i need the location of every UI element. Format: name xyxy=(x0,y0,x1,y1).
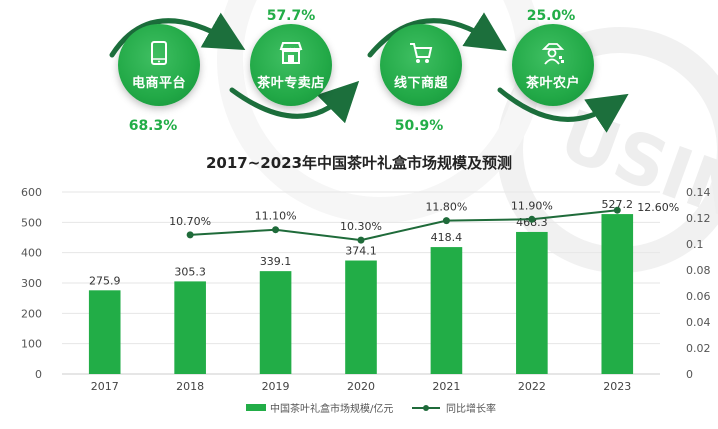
bar xyxy=(430,247,463,374)
y-left-tick-label: 200 xyxy=(21,307,42,320)
bar-value-label: 275.9 xyxy=(89,274,121,287)
y-right-tick-label: 0.04 xyxy=(686,316,711,329)
y-left-tick-label: 300 xyxy=(21,277,42,290)
growth-value-label: 10.70% xyxy=(169,215,211,228)
growth-point xyxy=(442,217,450,225)
arrow-bottom-2 xyxy=(229,80,360,124)
bar-value-label: 339.1 xyxy=(260,255,292,268)
growth-point xyxy=(357,236,365,244)
channel-share-supermarket: 50.9% xyxy=(394,118,444,134)
growth-point xyxy=(272,226,280,234)
legend-bar-label: 中国茶叶礼盒市场规模/亿元 xyxy=(270,402,393,415)
growth-value-label: 11.10% xyxy=(255,210,297,223)
bar-value-label: 374.1 xyxy=(345,245,377,258)
channel-share-ecommerce: 68.3% xyxy=(128,118,178,134)
tablet-icon xyxy=(151,40,167,65)
channel-supermarket: 线下商超 xyxy=(380,24,462,106)
store-icon xyxy=(279,41,303,64)
y-left-tick-label: 400 xyxy=(21,247,42,260)
channel-tea-store: 茶叶专卖店 xyxy=(250,24,332,106)
bar xyxy=(88,290,121,374)
legend-bar-swatch xyxy=(246,404,266,411)
cart-icon xyxy=(410,42,433,63)
channel-label: 茶叶农户 xyxy=(525,75,580,91)
channel-label: 线下商超 xyxy=(393,75,448,91)
bar-value-label: 527.2 xyxy=(602,198,634,211)
bar xyxy=(174,281,206,374)
arrow-bottom-4 xyxy=(497,87,629,133)
arrow-top-1 xyxy=(109,12,246,58)
bar-value-label: 418.4 xyxy=(431,231,463,244)
x-tick-label: 2023 xyxy=(603,380,631,393)
growth-point xyxy=(528,215,536,223)
y-right-tick-label: 0.1 xyxy=(686,238,704,251)
channel-share-tea-store: 57.7% xyxy=(266,8,316,24)
x-tick-label: 2017 xyxy=(91,380,119,393)
bar xyxy=(516,231,548,374)
y-right-tick-label: 0.08 xyxy=(686,264,711,277)
channel-label: 电商平台 xyxy=(131,75,186,91)
x-tick-label: 2019 xyxy=(262,380,290,393)
arrow-top-3 xyxy=(367,12,507,58)
growth-value-label: 11.80% xyxy=(425,201,467,214)
x-tick-label: 2018 xyxy=(176,380,204,393)
channel-share-tea-farmer: 25.0% xyxy=(526,8,576,24)
channel-tea-farmer: 茶叶农户 xyxy=(512,24,594,106)
growth-point xyxy=(613,206,621,214)
farmer-icon xyxy=(541,42,565,65)
y-left-tick-label: 0 xyxy=(35,368,42,381)
legend-line-label: 同比增长率 xyxy=(446,402,496,415)
growth-line xyxy=(190,209,618,242)
bar-value-label: 305.3 xyxy=(174,265,206,278)
y-left-tick-label: 100 xyxy=(21,338,42,351)
channel-label: 茶叶专卖店 xyxy=(257,75,325,91)
y-right-tick-label: 0.14 xyxy=(686,186,711,199)
y-right-tick-label: 0.12 xyxy=(686,212,711,225)
growth-value-label: 10.30% xyxy=(340,220,382,233)
growth-value-label: 12.60% xyxy=(637,201,679,214)
channel-ecommerce: 电商平台 xyxy=(118,24,200,106)
bar xyxy=(259,271,292,374)
y-right-tick-label: 0 xyxy=(686,368,693,381)
y-right-tick-label: 0.06 xyxy=(686,290,711,303)
bar xyxy=(601,214,634,374)
x-tick-label: 2020 xyxy=(347,380,375,393)
flow-arrows xyxy=(109,12,629,133)
y-right-tick-label: 0.02 xyxy=(686,342,711,355)
growth-point xyxy=(186,231,194,239)
x-tick-label: 2021 xyxy=(432,380,460,393)
bar xyxy=(345,260,377,374)
x-tick-label: 2022 xyxy=(518,380,546,393)
legend-line-marker xyxy=(423,405,429,411)
growth-value-label: 11.90% xyxy=(511,199,553,212)
y-left-tick-label: 500 xyxy=(21,216,42,229)
y-left-tick-label: 600 xyxy=(21,186,42,199)
chart-title: 2017~2023年中国茶叶礼盒市场规模及预测 xyxy=(205,154,513,172)
